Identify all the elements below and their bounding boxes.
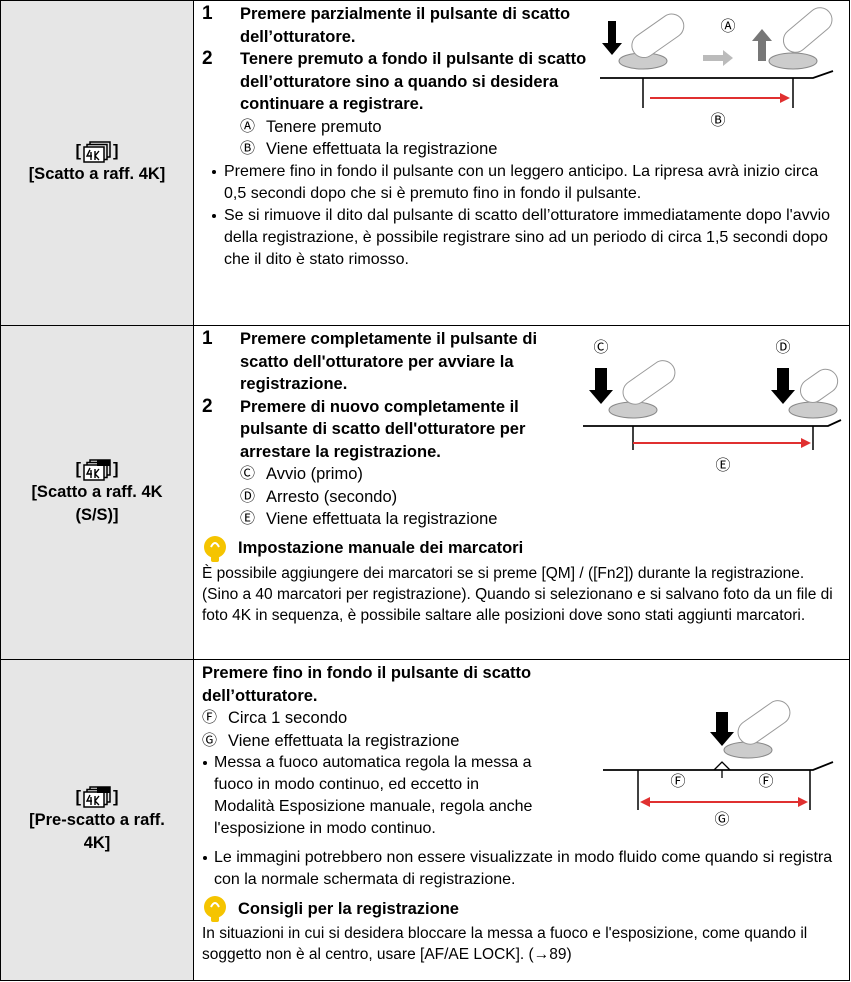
step: 1 Premere parzialmente il pulsante di sca… <box>202 3 598 48</box>
legend-letter: Ⓕ <box>202 709 218 726</box>
legend-letter: Ⓑ <box>240 140 256 157</box>
legend-letter: Ⓐ <box>240 117 256 135</box>
legend-item: Ⓐ Tenere premuto <box>202 116 598 139</box>
mode-cell: [ ] [Pre-scatto a raff. 4K] <box>1 660 194 980</box>
instruction: Premere fino in fondo il pulsante di sca… <box>202 664 532 705</box>
tip-heading: Impostazione manuale dei marcatori <box>202 535 843 563</box>
note-text: Messa a fuoco automatica regola la messa… <box>214 754 533 837</box>
legend-item: Ⓑ Viene effettuata la registrazione <box>202 138 598 161</box>
step-number: 1 <box>202 328 213 349</box>
table-row: [ ] [Scatto a raff. 4K] Ⓐ Ⓑ 1 Premere par… <box>0 1 850 326</box>
legend-letter: Ⓖ <box>202 731 218 749</box>
legend-item: Ⓒ Avvio (primo) <box>202 463 543 486</box>
bracket: ] <box>113 142 119 160</box>
legend-text: Viene effettuata la registrazione <box>266 510 498 528</box>
diagram-letter: Ⓕ <box>758 773 773 790</box>
table-row: [ ] [Pre-scatto a raff. 4K] Ⓕ Ⓕ Ⓖ Premer… <box>0 660 850 981</box>
mode-icon-line: [ ] <box>76 786 119 809</box>
description-cell: Ⓒ Ⓓ Ⓔ 1 Premere completamente il pulsante… <box>194 326 849 659</box>
bracket: [ <box>75 142 82 160</box>
tip-heading: Consigli per la registrazione <box>202 895 843 923</box>
tip-icon <box>204 896 226 922</box>
mode-label: [Scatto a raff. 4K] <box>28 165 166 183</box>
legend-item: Ⓖ Viene effettuata la registrazione <box>202 730 598 753</box>
step-text: Premere completamente il pulsante di sca… <box>240 330 538 393</box>
diagram: Ⓒ Ⓓ Ⓔ <box>583 339 842 474</box>
tip-title: Consigli per la registrazione <box>238 899 459 918</box>
mode-cell: [ ] [Scatto a raff. 4K] <box>1 1 194 325</box>
note: Se si rimuove il dito dal pulsante di sc… <box>202 205 843 271</box>
step: 1 Premere completamente il pulsante di sc… <box>202 328 543 396</box>
step-number: 2 <box>202 48 213 69</box>
diagram: Ⓐ Ⓑ <box>600 7 834 129</box>
legend-item: Ⓕ Circa 1 secondo <box>202 707 598 730</box>
table-row: [ ] [Scatto a raff. 4K (S/S)] Ⓒ Ⓓ Ⓔ 1 Pre… <box>0 326 850 660</box>
step-number: 1 <box>202 3 213 24</box>
legend-item: Ⓔ Viene effettuata la registrazione <box>202 508 843 531</box>
legend-letter: Ⓔ <box>240 510 256 527</box>
step-text: Premere di nuovo completamente il pulsan… <box>240 397 526 461</box>
legend-text: Circa 1 secondo <box>228 709 348 727</box>
tip-text: In situazioni in cui si desidera bloccar… <box>202 925 808 963</box>
legend-text: Viene effettuata la registrazione <box>228 731 460 750</box>
bracket: ] <box>113 787 119 806</box>
note-text: Premere fino in fondo il pulsante con un… <box>224 162 819 202</box>
step-text: Premere parzialmente il pulsante di scat… <box>240 5 571 46</box>
mode-icon <box>83 786 111 808</box>
tip-title: Impostazione manuale dei marcatori <box>238 539 524 558</box>
mode-icon <box>83 140 111 163</box>
tip-icon <box>204 535 226 562</box>
diagram-letter: Ⓐ <box>720 18 735 35</box>
step: 2 Premere di nuovo completamente il pulsa… <box>202 396 543 464</box>
diagram-letter: Ⓕ <box>670 773 685 790</box>
mode-icon-line: [ ] <box>76 458 119 481</box>
diagram-letter: Ⓒ <box>593 339 608 356</box>
diagram-letter: Ⓓ <box>775 339 790 356</box>
note: Messa a fuoco automatica regola la messa… <box>202 752 534 840</box>
mode-label: [Scatto a raff. 4K (S/S)] <box>31 483 163 524</box>
legend-text: Tenere premuto <box>266 117 382 136</box>
mode-icon <box>83 458 111 481</box>
tip-text: È possibile aggiungere dei marcatori se … <box>202 564 833 624</box>
legend-text: Arresto (secondo) <box>266 487 398 506</box>
diagram-letter: Ⓖ <box>714 811 729 828</box>
step-text: Tenere premuto a fondo il pulsante di sc… <box>240 50 587 113</box>
bracket: ] <box>113 460 119 478</box>
bracket: [ <box>75 787 82 806</box>
legend-text: Avvio (primo) <box>266 465 363 483</box>
legend-item: Ⓓ Arresto (secondo) <box>202 486 843 509</box>
mode-label: [Pre-scatto a raff. 4K] <box>29 810 165 852</box>
mode-cell: [ ] [Scatto a raff. 4K (S/S)] <box>1 326 194 659</box>
note: Le immagini potrebbero non essere visual… <box>202 847 843 891</box>
legend-text: Viene effettuata la registrazione <box>266 140 498 158</box>
diagram-letter: Ⓑ <box>710 112 725 129</box>
bracket: [ <box>75 460 82 478</box>
step-number: 2 <box>202 395 213 417</box>
diagram-letter: Ⓔ <box>715 457 730 474</box>
legend-letter: Ⓓ <box>240 487 256 505</box>
note-text: Le immagini potrebbero non essere visual… <box>214 849 833 888</box>
mode-icon-line: [ ] <box>76 140 119 163</box>
diagram: Ⓕ Ⓕ Ⓖ <box>603 700 834 828</box>
description-cell: Ⓕ Ⓕ Ⓖ Premere fino in fondo il pulsante … <box>194 660 849 980</box>
note-text: Se si rimuove il dito dal pulsante di sc… <box>224 206 831 268</box>
description-cell: Ⓐ Ⓑ 1 Premere parzialmente il pulsante di… <box>194 1 849 325</box>
legend-letter: Ⓒ <box>240 465 256 482</box>
step: 2 Tenere premuto a fondo il pulsante di s… <box>202 48 598 116</box>
note: Premere fino in fondo il pulsante con un… <box>202 161 843 205</box>
